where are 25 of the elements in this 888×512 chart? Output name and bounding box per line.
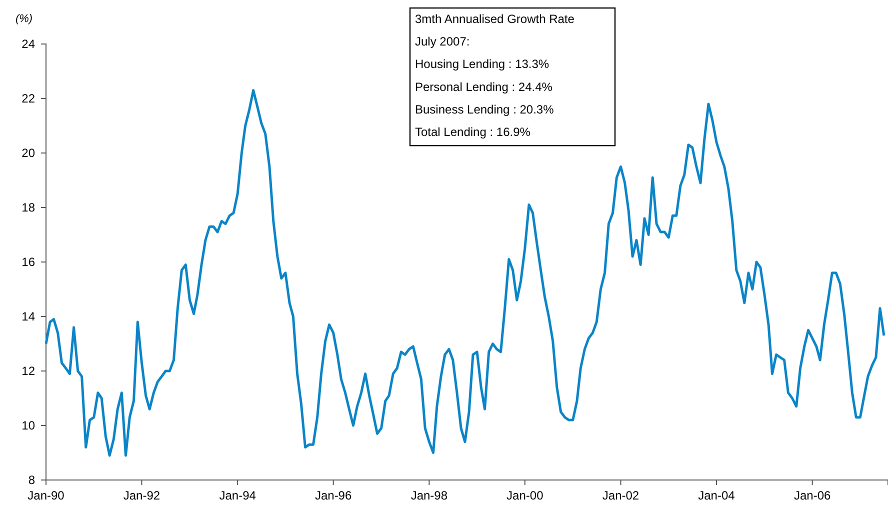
x-tick-label: Jan-02 (602, 488, 640, 503)
x-tick-label: Jan-04 (698, 488, 736, 503)
y-tick-label: 8 (28, 472, 36, 487)
annotation: July 2007: (415, 34, 470, 49)
annotation: Total Lending : 16.9% (415, 125, 531, 139)
y-tick-label: 14 (22, 309, 36, 324)
x-tick-label: Jan-06 (794, 488, 832, 503)
x-tick-label: Jan-94 (219, 488, 256, 503)
text: 3mth Annualised Growth Rate (415, 12, 575, 26)
annotation: Business Lending : 20.3% (415, 102, 554, 116)
x-tick-label: Jan-98 (410, 488, 448, 503)
y-axis-title: (%) (15, 13, 33, 25)
y-tick-label: 22 (22, 91, 36, 106)
y-tick-label: 18 (22, 200, 36, 214)
annotation: Personal Lending : 24.4% (415, 80, 553, 94)
x-tick-label: Jan-90 (28, 488, 65, 503)
x-tick-label: Jan-92 (123, 488, 160, 503)
y-tick-label: 16 (22, 254, 36, 269)
annotation: Housing Lending : 13.3% (415, 57, 550, 72)
x-tick-label: Jan-96 (314, 488, 352, 503)
y-tick-label: 10 (22, 418, 36, 432)
y-tick-label: 12 (22, 364, 36, 378)
y-tick-label: 20 (22, 146, 36, 160)
x-tick-label: Jan-00 (506, 488, 544, 503)
y-tick-label: 24 (22, 36, 36, 51)
